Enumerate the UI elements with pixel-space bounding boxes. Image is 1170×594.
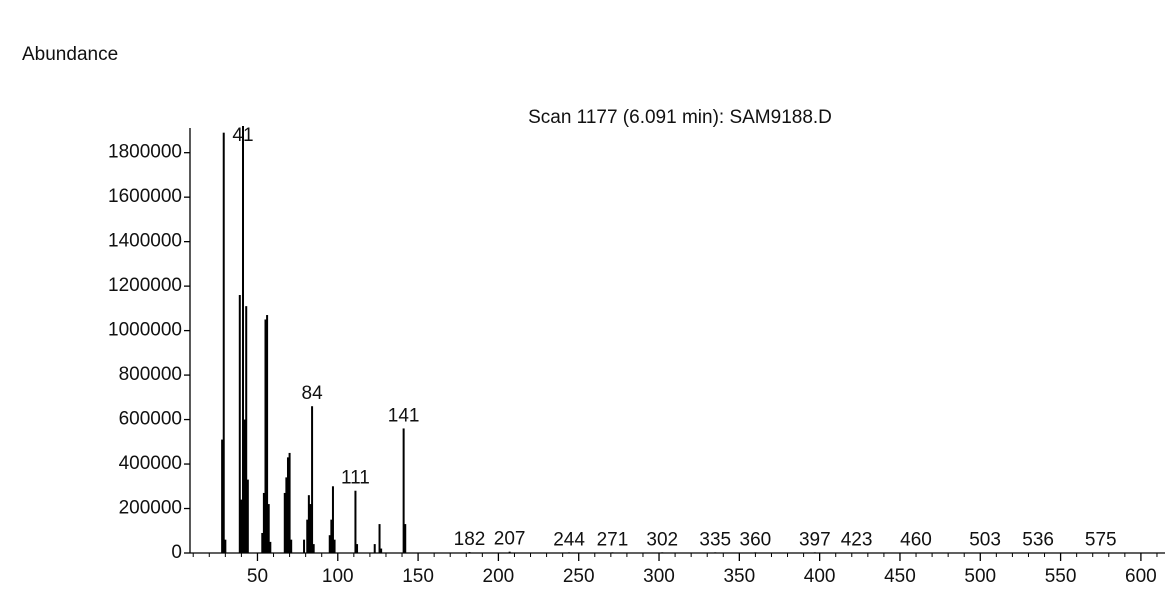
peak-label: 575 xyxy=(1085,530,1117,551)
peak-label: 207 xyxy=(494,529,526,550)
peak-label: 335 xyxy=(699,529,731,550)
peak-label: 397 xyxy=(799,529,831,550)
peak xyxy=(312,544,315,553)
peak-label: 141 xyxy=(388,405,420,426)
x-tick-label: 500 xyxy=(964,566,996,587)
peak xyxy=(855,552,858,554)
x-tick-label: 300 xyxy=(643,566,675,587)
peak xyxy=(1037,552,1040,554)
peak-label: 302 xyxy=(646,529,678,550)
peak xyxy=(984,552,987,554)
peak xyxy=(286,457,289,553)
peak xyxy=(238,295,241,553)
y-tick-label: 0 xyxy=(171,542,182,563)
peak xyxy=(303,539,306,553)
peak xyxy=(306,519,309,553)
peak xyxy=(242,126,245,553)
x-tick-label: 100 xyxy=(322,566,354,587)
peak-label: 423 xyxy=(841,530,873,551)
peak xyxy=(240,499,243,553)
peak xyxy=(246,479,249,553)
peak xyxy=(333,539,336,553)
peak xyxy=(331,486,334,553)
peak xyxy=(508,551,511,553)
peak xyxy=(378,524,381,553)
peak-label: 41 xyxy=(232,125,253,146)
x-tick-label: 150 xyxy=(402,566,434,587)
peak-label: 460 xyxy=(900,530,932,551)
peak xyxy=(568,552,571,553)
x-tick-label: 50 xyxy=(247,566,268,587)
peak xyxy=(611,552,614,553)
peak-label: 244 xyxy=(553,529,585,550)
y-tick-label: 1400000 xyxy=(108,231,182,252)
peak xyxy=(915,552,918,554)
peak xyxy=(266,315,269,553)
peak-label: 111 xyxy=(341,468,370,489)
peak xyxy=(468,552,471,553)
chart-title: Scan 1177 (6.091 min): SAM9188.D xyxy=(528,107,832,128)
peak xyxy=(290,539,293,553)
peak xyxy=(328,535,331,553)
x-tick-label: 400 xyxy=(804,566,836,587)
peak xyxy=(283,492,286,553)
peak-label: 360 xyxy=(740,529,772,550)
x-tick-label: 600 xyxy=(1125,566,1157,587)
peak-label: 182 xyxy=(454,529,486,550)
peak xyxy=(404,524,407,553)
peak xyxy=(222,132,225,553)
y-tick-label: 1200000 xyxy=(108,275,182,296)
peak xyxy=(661,552,664,553)
peak xyxy=(402,428,405,553)
peak xyxy=(261,532,264,553)
peak xyxy=(330,519,333,553)
peak-label: 536 xyxy=(1022,530,1054,551)
x-tick-label: 550 xyxy=(1045,566,1077,587)
peak xyxy=(262,492,265,553)
peak xyxy=(356,544,359,553)
peak xyxy=(1099,552,1102,554)
peak xyxy=(269,541,272,553)
peak xyxy=(309,504,312,553)
peak xyxy=(754,552,757,553)
peak xyxy=(267,504,270,553)
peak-label: 84 xyxy=(302,383,324,404)
x-tick-label: 250 xyxy=(563,566,595,587)
peak xyxy=(311,406,314,553)
peak xyxy=(714,552,717,553)
y-tick-label: 1000000 xyxy=(108,320,182,341)
peak xyxy=(243,419,246,553)
peak xyxy=(288,452,291,553)
x-tick-label: 200 xyxy=(483,566,515,587)
peak xyxy=(224,539,227,553)
peak xyxy=(813,552,816,553)
y-axis-label: Abundance xyxy=(22,44,118,65)
peak xyxy=(354,490,357,553)
peak xyxy=(221,439,224,553)
y-tick-label: 200000 xyxy=(119,498,182,519)
peak xyxy=(380,548,383,553)
y-tick-label: 1800000 xyxy=(108,142,182,163)
x-tick-label: 450 xyxy=(884,566,916,587)
peak xyxy=(285,477,288,553)
peak-label: 503 xyxy=(969,530,1001,551)
peak-label: 271 xyxy=(597,529,629,550)
y-tick-label: 1600000 xyxy=(108,186,182,207)
peak xyxy=(307,495,310,553)
y-tick-label: 400000 xyxy=(119,453,182,474)
peak xyxy=(245,306,248,553)
y-tick-label: 600000 xyxy=(119,409,182,430)
peak xyxy=(264,319,267,553)
peak xyxy=(373,544,376,553)
y-tick-label: 800000 xyxy=(119,364,182,385)
x-tick-label: 350 xyxy=(723,566,755,587)
